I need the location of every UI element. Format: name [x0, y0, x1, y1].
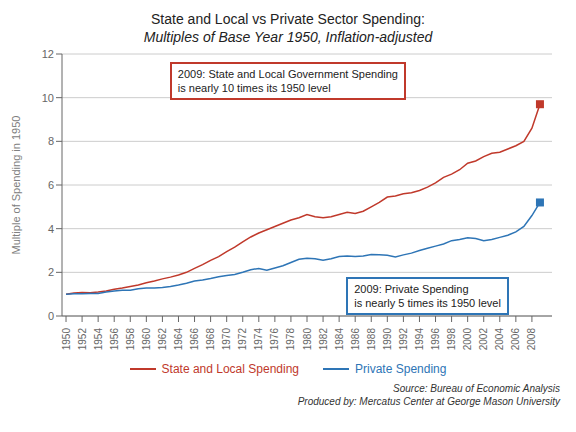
svg-text:12: 12	[42, 48, 54, 60]
svg-text:1968: 1968	[205, 328, 216, 351]
svg-text:0: 0	[48, 310, 54, 322]
svg-text:2004: 2004	[494, 328, 505, 351]
svg-text:2006: 2006	[510, 328, 521, 351]
svg-text:2000: 2000	[462, 328, 473, 351]
svg-text:1964: 1964	[173, 328, 184, 351]
svg-text:1952: 1952	[77, 328, 88, 351]
svg-text:1984: 1984	[334, 328, 345, 351]
svg-text:2: 2	[48, 266, 54, 278]
svg-text:Multiple of Spending in 1950: Multiple of Spending in 1950	[10, 116, 22, 255]
svg-text:1986: 1986	[350, 328, 361, 351]
svg-text:1994: 1994	[414, 328, 425, 351]
svg-text:1982: 1982	[318, 328, 329, 351]
svg-text:1976: 1976	[269, 328, 280, 351]
svg-text:1960: 1960	[141, 328, 152, 351]
svg-text:1992: 1992	[398, 328, 409, 351]
html-text:Multiples of Base Year 1950, I: Multiples of Base Year 1950, Inflation-a…	[143, 29, 433, 45]
svg-text:1970: 1970	[221, 328, 232, 351]
html-text:Produced by: Mercatus Center a: Produced by: Mercatus Center at George M…	[297, 396, 560, 407]
svg-text:1962: 1962	[157, 328, 168, 351]
svg-text:1972: 1972	[237, 328, 248, 351]
html-text:2009: Private Spending is near: 2009: Private Spending is nearly 5 times…	[354, 282, 501, 309]
svg-text:2002: 2002	[478, 328, 489, 351]
svg-text:4: 4	[48, 223, 54, 235]
html-text:State and Local vs Private Sec: State and Local vs Private Sector Spendi…	[151, 11, 425, 27]
svg-text:1950: 1950	[61, 328, 72, 351]
svg-text:6: 6	[48, 179, 54, 191]
svg-text:1958: 1958	[125, 328, 136, 351]
svg-text:1978: 1978	[285, 328, 296, 351]
svg-text:8: 8	[48, 135, 54, 147]
svg-text:1998: 1998	[446, 328, 457, 351]
html-text:2009: State and Local Governme: 2009: State and Local Government Spendin…	[177, 67, 398, 94]
svg-text:2008: 2008	[526, 328, 537, 351]
svg-text:1980: 1980	[302, 328, 313, 351]
svg-text:1954: 1954	[93, 328, 104, 351]
html-text:State and Local Spending: State and Local Spending	[161, 362, 299, 376]
html-text:Private Spending: Private Spending	[355, 362, 447, 376]
svg-text:1956: 1956	[109, 328, 120, 351]
svg-text:1974: 1974	[253, 328, 264, 351]
svg-text:1988: 1988	[366, 328, 377, 351]
html-text:Source: Bureau of Economic Ana: Source: Bureau of Economic Analysis	[393, 383, 560, 394]
svg-text:10: 10	[42, 92, 54, 104]
svg-text:1990: 1990	[382, 328, 393, 351]
svg-text:1996: 1996	[430, 328, 441, 351]
svg-text:1966: 1966	[189, 328, 200, 351]
